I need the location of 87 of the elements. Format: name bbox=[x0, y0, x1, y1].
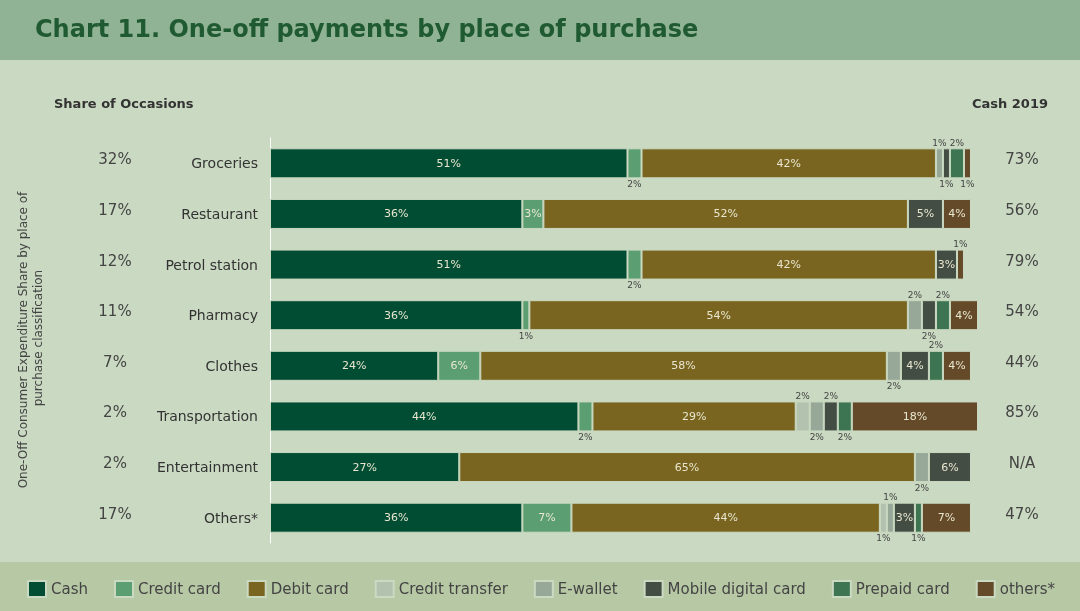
legend-label: Credit transfer bbox=[398, 580, 509, 598]
chart-title: Chart 11. One-off payments by place of purchase bbox=[35, 15, 699, 43]
data-label: 54% bbox=[706, 308, 731, 322]
text: 7% bbox=[103, 352, 127, 371]
data-label: 52% bbox=[713, 207, 738, 221]
legend-label: Prepaid card bbox=[855, 580, 950, 598]
data-label: 2% bbox=[935, 289, 951, 300]
legend-label: Credit card bbox=[137, 580, 221, 598]
legend-label: Cash bbox=[51, 580, 88, 598]
y-tick-label: Pharmacy bbox=[188, 307, 258, 324]
data-label: 2% bbox=[627, 280, 643, 291]
data-label: 4% bbox=[955, 308, 973, 322]
text: 73% bbox=[1005, 150, 1039, 169]
data-label: 3% bbox=[937, 258, 956, 272]
data-label: 6% bbox=[450, 359, 468, 373]
data-label: 2% bbox=[823, 390, 839, 401]
data-label: 36% bbox=[383, 308, 409, 322]
data-label: 7% bbox=[937, 511, 956, 525]
text: 54% bbox=[1005, 302, 1039, 321]
y-tick-label: Entertainment bbox=[156, 459, 259, 476]
data-label: 58% bbox=[671, 359, 696, 373]
text: 2% bbox=[103, 454, 127, 473]
data-label: 2% bbox=[837, 431, 853, 442]
data-label: 44% bbox=[713, 511, 738, 525]
legend-label: Mobile digital card bbox=[667, 580, 806, 598]
data-label: 2% bbox=[907, 289, 923, 300]
text: 44% bbox=[1005, 352, 1039, 371]
data-label: 44% bbox=[411, 409, 437, 423]
data-label: 29% bbox=[681, 409, 707, 423]
text: Cash 2019 bbox=[971, 96, 1048, 111]
data-label: 2% bbox=[886, 381, 902, 392]
data-label: 2% bbox=[809, 431, 825, 442]
text: 2% bbox=[103, 403, 127, 422]
data-label: 1% bbox=[953, 239, 969, 250]
y-tick-label: Others* bbox=[203, 509, 258, 526]
y-tick-label: Clothes bbox=[205, 357, 258, 374]
data-label: 1% bbox=[876, 533, 891, 544]
text: 79% bbox=[1005, 251, 1039, 270]
legend-label: E-wallet bbox=[557, 580, 618, 598]
data-label: 27% bbox=[352, 460, 377, 474]
y-tick-label: Restaurant bbox=[181, 205, 259, 222]
data-label: 65% bbox=[674, 460, 700, 474]
data-label: 51% bbox=[436, 258, 461, 272]
data-label: 2% bbox=[578, 431, 594, 442]
text: 17% bbox=[98, 200, 132, 219]
data-label: 1% bbox=[960, 178, 976, 189]
y-tick-label: Petrol station bbox=[165, 256, 258, 273]
data-label: 2% bbox=[928, 340, 944, 351]
data-label: 7% bbox=[538, 511, 556, 525]
text: N/A bbox=[1008, 454, 1036, 473]
data-label: 4% bbox=[948, 359, 966, 373]
text: 12% bbox=[98, 251, 132, 270]
data-label: 4% bbox=[948, 207, 966, 221]
data-label: 2% bbox=[949, 137, 965, 148]
data-label: 36% bbox=[383, 207, 409, 221]
text: 85% bbox=[1005, 403, 1039, 422]
data-label: 2% bbox=[921, 330, 937, 341]
text: Share of Occasions bbox=[54, 96, 194, 111]
legend-label: others* bbox=[999, 580, 1056, 598]
data-label: 36% bbox=[383, 511, 409, 525]
data-label: 6% bbox=[941, 460, 959, 474]
text: 11% bbox=[98, 302, 132, 321]
text: 47% bbox=[1005, 504, 1039, 523]
data-label: 5% bbox=[916, 207, 935, 221]
text: One-Off Consumer Expenditure Share by place of purchase classification bbox=[15, 190, 45, 489]
data-label: 18% bbox=[902, 409, 928, 423]
y-tick-label: Transportation bbox=[155, 408, 258, 425]
data-label: 1% bbox=[518, 330, 534, 341]
text: 32% bbox=[98, 150, 132, 169]
data-label: 1% bbox=[883, 492, 898, 503]
data-label: 51% bbox=[436, 156, 461, 170]
data-label: 42% bbox=[776, 258, 801, 272]
data-label: 24% bbox=[341, 359, 367, 373]
data-label: 2% bbox=[627, 178, 643, 189]
legend-label: Debit card bbox=[270, 580, 349, 598]
data-label: 2% bbox=[795, 390, 811, 401]
text: 56% bbox=[1005, 200, 1039, 219]
data-label: 42% bbox=[776, 156, 801, 170]
text: 17% bbox=[98, 504, 132, 523]
data-label: 3% bbox=[895, 511, 914, 525]
data-label: 4% bbox=[906, 359, 924, 373]
data-label: 2% bbox=[914, 482, 930, 493]
data-label: 1% bbox=[939, 178, 955, 189]
y-tick-label: Groceries bbox=[191, 155, 258, 172]
data-label: 1% bbox=[911, 533, 926, 544]
data-label: 1% bbox=[932, 137, 948, 148]
data-label: 3% bbox=[524, 207, 542, 221]
